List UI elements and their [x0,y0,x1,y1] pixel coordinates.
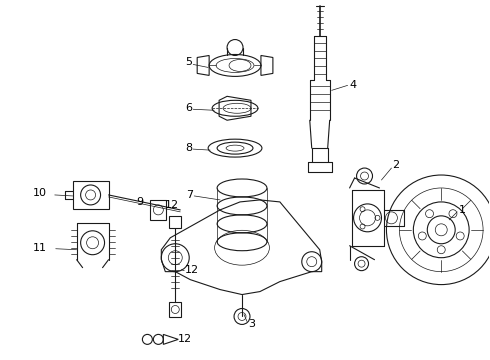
Text: 12: 12 [185,265,199,275]
Text: 9: 9 [136,197,144,207]
Text: 7: 7 [186,190,194,200]
Text: 1: 1 [459,205,466,215]
Text: 5: 5 [185,58,192,67]
Text: 8: 8 [185,143,193,153]
Text: 2: 2 [392,160,399,170]
Text: 10: 10 [33,188,47,198]
Text: 4: 4 [349,80,357,90]
Text: 12: 12 [165,200,179,210]
Text: 11: 11 [33,243,47,253]
Text: 3: 3 [248,319,255,329]
Text: 12: 12 [178,334,193,345]
Text: 6: 6 [185,103,192,113]
